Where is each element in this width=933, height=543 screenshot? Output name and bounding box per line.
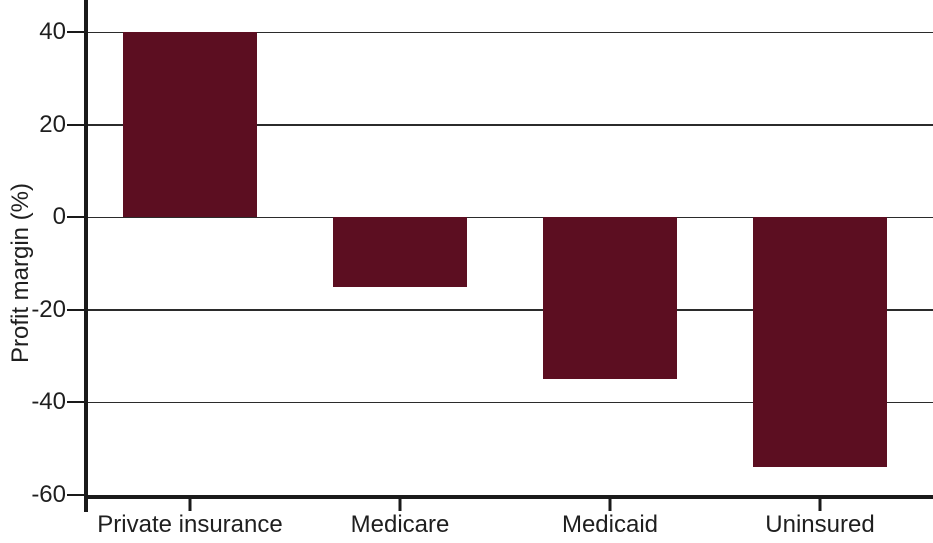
bar-private-insurance (123, 32, 257, 218)
gridline-40 (86, 31, 933, 34)
y-tick-mark (67, 494, 84, 496)
x-tick-mark (398, 499, 402, 511)
y-tick-label: 20 (39, 110, 66, 138)
y-tick-label: -60 (31, 481, 66, 508)
x-category-label: Uninsured (765, 511, 875, 538)
y-tick-mark (67, 216, 84, 219)
gridline--20 (86, 309, 933, 311)
y-axis-line (84, 0, 88, 512)
x-category-label: Medicare (350, 511, 450, 538)
bar-uninsured (753, 217, 887, 468)
y-tick-mark (67, 401, 84, 404)
y-tick-label: 40 (39, 18, 66, 46)
gridline--40 (86, 401, 933, 404)
gridline-0 (86, 216, 933, 219)
x-category-label: Private insurance (97, 511, 283, 538)
y-tick-mark (67, 308, 84, 311)
y-tick-label: 0 (52, 203, 66, 231)
x-tick-mark (188, 499, 192, 511)
y-tick-mark (67, 123, 84, 126)
x-category-label: Medicaid (561, 511, 659, 538)
x-axis-line (84, 495, 933, 499)
x-tick-mark (818, 499, 822, 511)
y-tick-label: -20 (31, 295, 66, 323)
bar-medicaid (543, 217, 677, 380)
y-tick-mark (67, 31, 84, 34)
bar-medicare (333, 217, 467, 287)
x-tick-mark (608, 499, 612, 511)
gridline-20 (86, 124, 933, 126)
y-tick-label: -40 (31, 388, 66, 416)
